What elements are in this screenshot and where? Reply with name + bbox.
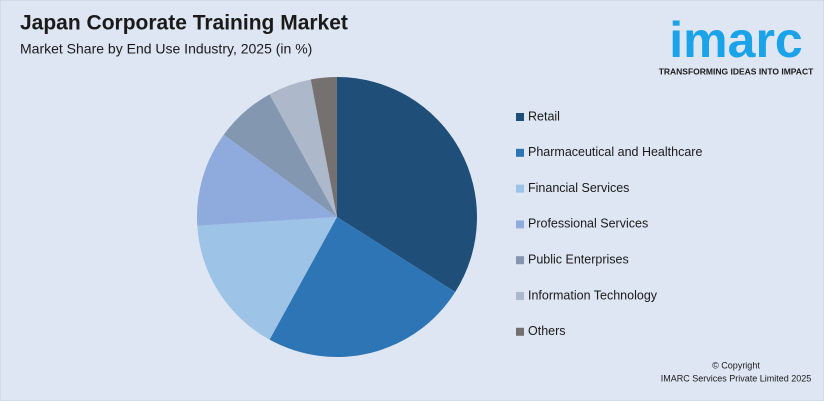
- chart-title: Japan Corporate Training Market: [20, 12, 348, 35]
- pie-slice: [197, 217, 337, 340]
- legend-label: Public Enterprises: [528, 252, 629, 266]
- copyright: © Copyright: [712, 360, 760, 370]
- legend-swatch: [516, 256, 524, 265]
- legend-swatch: [516, 148, 524, 157]
- pie-slice: [223, 94, 337, 217]
- pie-slice: [197, 134, 337, 226]
- legend-swatch: [516, 327, 524, 336]
- legend-label: Retail: [528, 109, 560, 123]
- chart-subtitle: Market Share by End Use Industry, 2025 (…: [20, 41, 312, 57]
- legend-label: Others: [528, 324, 566, 338]
- legend-label: Financial Services: [528, 181, 629, 195]
- pie-slice: [269, 79, 337, 217]
- legend-label: Professional Services: [528, 217, 648, 231]
- pie-slice: [337, 77, 477, 293]
- logo: imarc: [669, 12, 802, 68]
- company: IMARC Services Private Limited 2025: [661, 373, 812, 383]
- legend-swatch: [516, 220, 524, 229]
- logo-tagline: TRANSFORMING IDEAS INTO IMPACT: [659, 66, 814, 76]
- legend-label: Information Technology: [528, 288, 658, 302]
- legend-swatch: [516, 113, 524, 121]
- legend-swatch: [516, 292, 524, 300]
- pie-slice: [310, 77, 337, 217]
- legend-label: Pharmaceutical and Healthcare: [528, 145, 702, 159]
- legend-swatch: [516, 184, 524, 193]
- pie-slice: [269, 217, 456, 358]
